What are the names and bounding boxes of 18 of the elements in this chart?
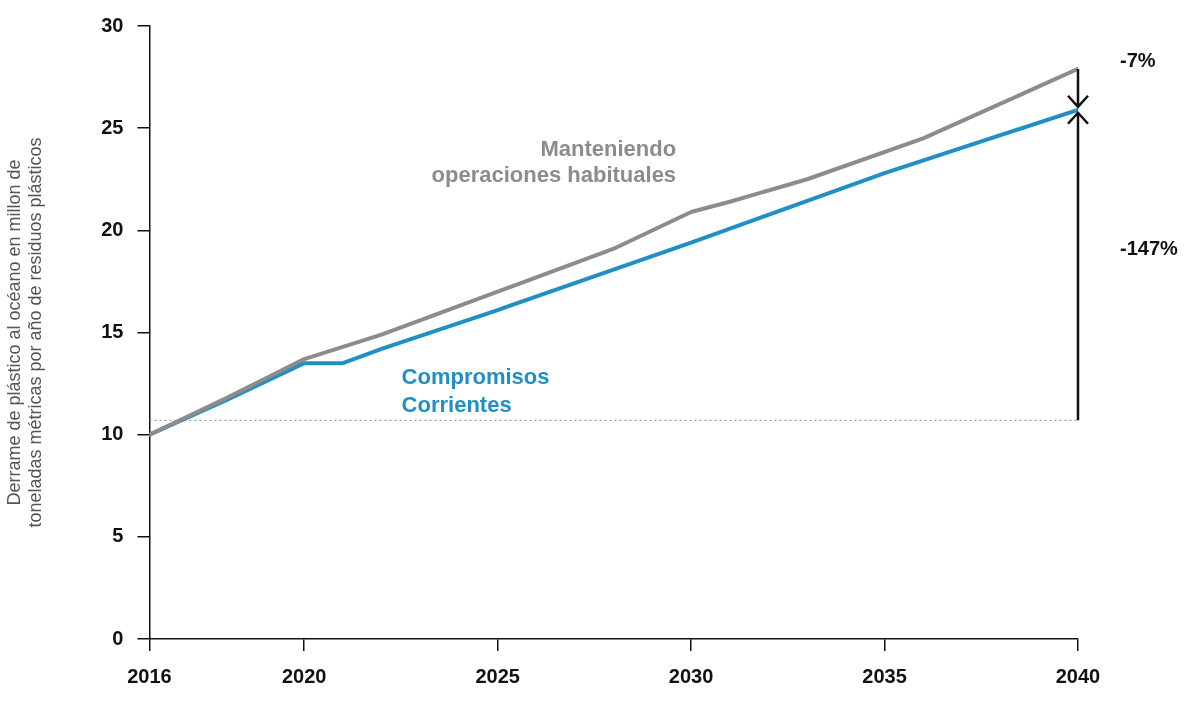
y-tick-label: 20: [101, 217, 124, 240]
y-tick-label: 15: [101, 320, 124, 343]
x-tick-label: 2025: [475, 664, 520, 687]
x-tick-label: 2030: [668, 664, 714, 687]
y-tick-label: 25: [101, 115, 124, 138]
series-label: Manteniendo operaciones habituales: [431, 135, 677, 187]
text: -147%: [1120, 237, 1179, 260]
text: -7%: [1120, 48, 1156, 71]
x-tick-label: 2040: [1055, 664, 1101, 687]
x-tick-label: 2035: [862, 664, 907, 687]
y-tick-label: 10: [101, 422, 124, 445]
y-tick-label: 30: [101, 13, 124, 36]
y-tick-label: 5: [112, 524, 124, 547]
y-tick-label: 0: [112, 626, 124, 649]
series-label: Compromisos Corrientes: [401, 363, 550, 417]
y-axis-title: Derrame de plástico al océano en millon de toneladas métricas por año de residuos plásticos: [3, 137, 46, 528]
x-tick-label: 2016: [127, 664, 172, 687]
x-tick-label: 2020: [281, 664, 327, 687]
